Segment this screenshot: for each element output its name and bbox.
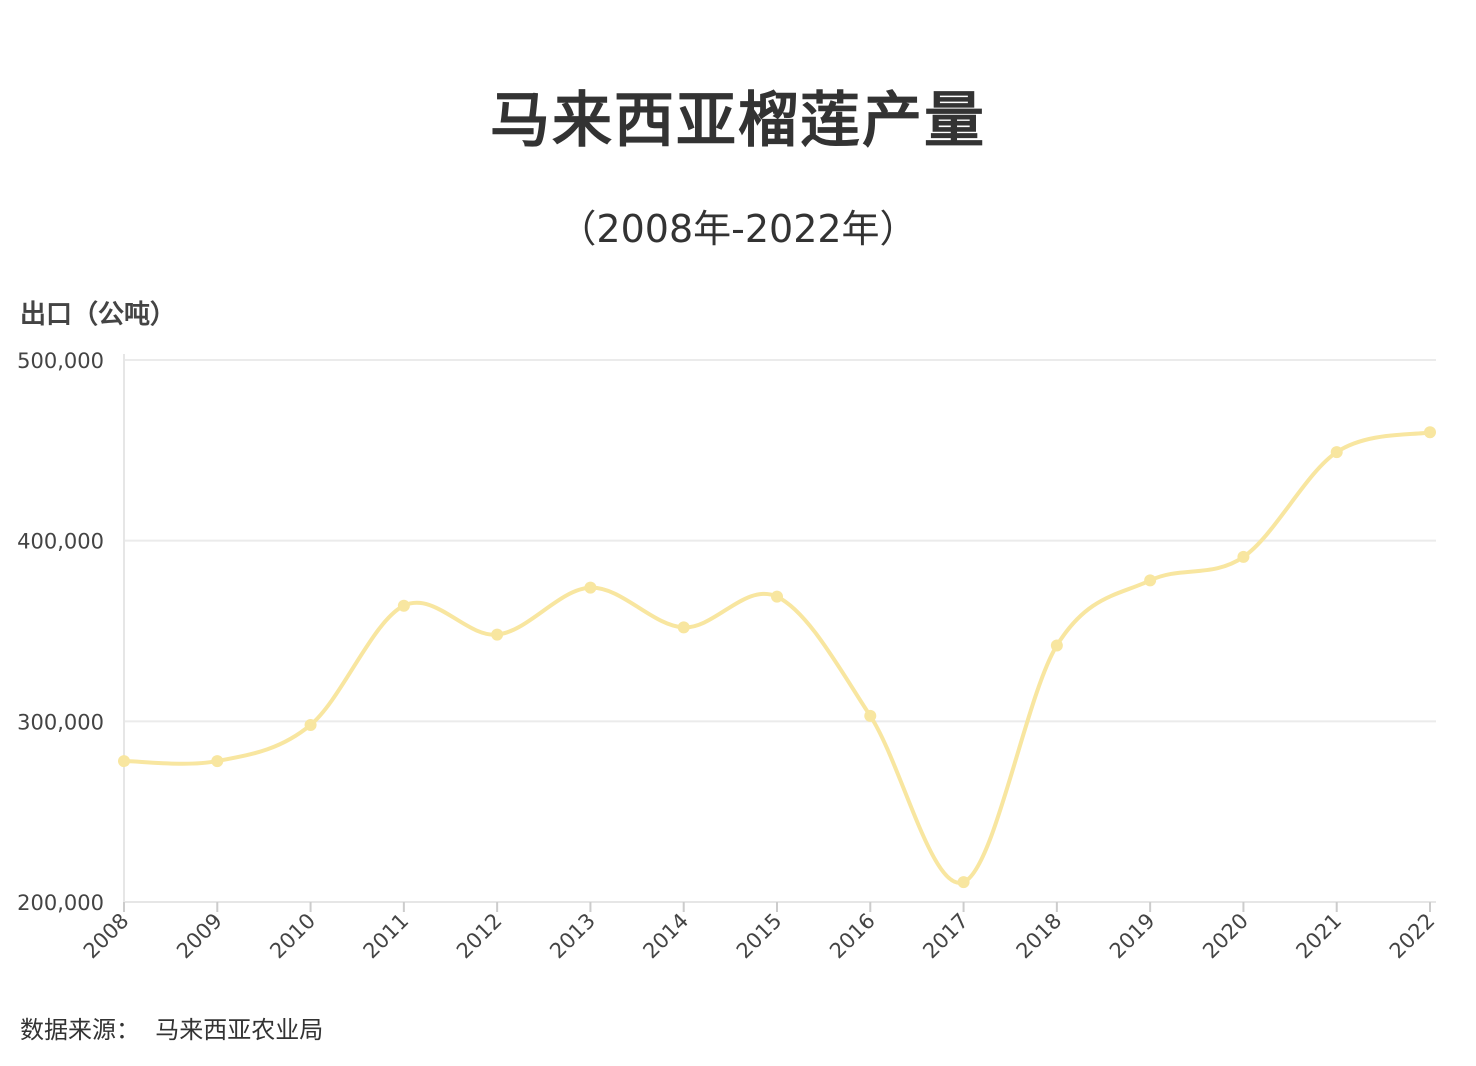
source-value: 马来西亚农业局: [155, 1016, 324, 1044]
x-tick-label: 2016: [825, 909, 880, 964]
y-tick-label: 200,000: [17, 891, 104, 915]
x-tick-label: 2018: [1012, 909, 1067, 964]
series-line: [122, 430, 1432, 885]
source-label: 数据来源：: [20, 1016, 140, 1044]
data-point: [211, 755, 224, 768]
data-point: [864, 709, 877, 722]
data-point: [771, 590, 783, 603]
x-tick-label: 2011: [359, 909, 414, 964]
y-axis-label: 出口（公吨）: [20, 300, 177, 330]
x-tick-label: 2014: [638, 909, 693, 964]
data-point: [677, 621, 690, 634]
series-lines: [122, 430, 1432, 885]
data-point: [118, 755, 130, 768]
x-tick-label: 2020: [1198, 909, 1253, 964]
series-points: [118, 426, 1436, 889]
y-tick-labels: 200,000 300,000 400,000 500,000: [17, 349, 104, 915]
x-tick-label: 2009: [172, 909, 227, 964]
data-point: [491, 628, 504, 641]
source-note: 数据来源： 马来西亚农业局: [20, 1010, 323, 1045]
data-point: [1237, 550, 1250, 563]
y-tick-label: 400,000: [17, 530, 104, 554]
data-point: [1144, 574, 1157, 587]
x-tick-label: 2013: [545, 909, 600, 964]
chart-title: 马来西亚榴莲产量: [490, 86, 986, 156]
data-point: [584, 581, 597, 594]
line-chart: 200,000 300,000 400,000 500,000 2008 2009 201…: [17, 349, 1440, 964]
data-point: [1330, 446, 1343, 459]
data-point: [1050, 639, 1063, 652]
data-point: [957, 876, 970, 889]
x-tick-label: 2019: [1105, 909, 1160, 964]
x-tick-label: 2015: [732, 909, 787, 964]
x-tick-label: 2010: [265, 909, 320, 964]
data-point: [1424, 426, 1436, 439]
x-tick-label: 2008: [79, 909, 134, 964]
gridlines: [124, 359, 1436, 903]
x-tick-label: 2021: [1291, 909, 1346, 964]
y-tick-label: 500,000: [17, 349, 104, 373]
x-tick-label: 2012: [452, 909, 507, 964]
x-tick-label: 2022: [1385, 909, 1440, 964]
data-point: [397, 599, 410, 612]
data-point: [304, 718, 317, 731]
axes: [123, 354, 1436, 912]
x-tick-labels: 2008 2009 2010 2011 2012 2013 2014 2015 2016 2017…: [79, 909, 1440, 964]
y-tick-label: 300,000: [17, 710, 104, 734]
x-tick-label: 2017: [918, 909, 973, 964]
chart-subtitle: （2008年-2022年）: [558, 207, 918, 251]
